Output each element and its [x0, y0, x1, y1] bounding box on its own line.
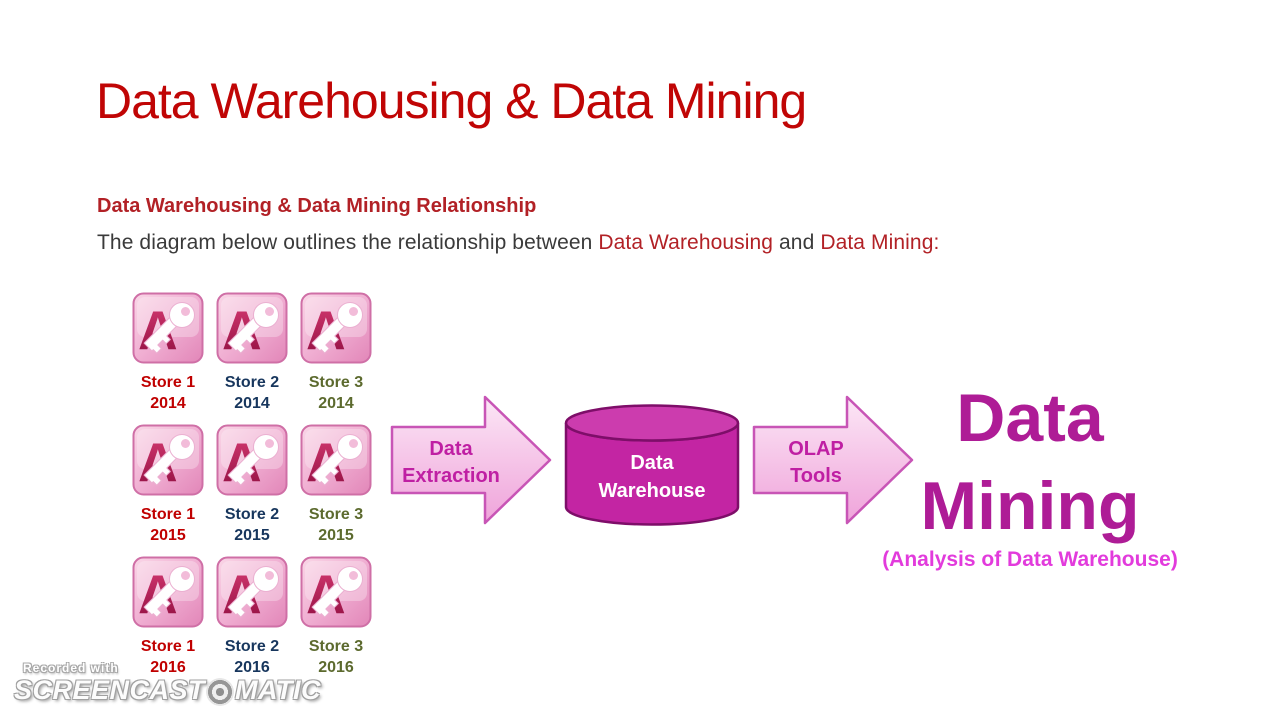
recorded-with-label: Recorded with — [23, 661, 119, 675]
result-line1: Data — [956, 380, 1104, 456]
data-extraction-arrow-icon: Data Extraction — [390, 395, 552, 525]
store-year-label: 2014 — [318, 395, 354, 412]
store-name-label: Store 2 — [224, 506, 280, 523]
store-name-label: Store 3 — [308, 638, 364, 655]
access-database-icon — [300, 556, 372, 628]
result-caption: (Analysis of Data Warehouse) — [882, 548, 1178, 571]
store-cell: Store 1 2015 — [126, 424, 210, 546]
store-year-label: 2016 — [318, 659, 354, 676]
store-cell: Store 1 2016 — [126, 556, 210, 678]
access-database-icon — [300, 292, 372, 364]
result-line2: Mining — [920, 468, 1140, 544]
store-name-label: Store 2 — [224, 374, 280, 391]
olap-label-line2: Tools — [790, 465, 842, 487]
store-cell: Store 1 2014 — [126, 292, 210, 414]
screencast-o-matic-watermark: Recorded with SCREENCAST MATIC — [14, 661, 321, 706]
page-title: Data Warehousing & Data Mining — [96, 73, 807, 129]
extraction-label-line2: Extraction — [402, 465, 500, 487]
store-year-label: 2015 — [318, 527, 354, 544]
brand-right-text: MATIC — [235, 675, 322, 705]
store-year-label: 2015 — [150, 527, 186, 544]
store-year-label: 2015 — [234, 527, 270, 544]
store-name-label: Store 2 — [224, 638, 280, 655]
olap-tools-arrow-icon: OLAP Tools — [752, 395, 914, 525]
extraction-label-line1: Data — [429, 438, 473, 460]
store-year-label: 2016 — [150, 659, 186, 676]
warehouse-label-line2: Warehouse — [598, 480, 705, 502]
store-cell: Store 3 2014 — [294, 292, 378, 414]
access-database-icon — [216, 556, 288, 628]
store-year-label: 2016 — [234, 659, 270, 676]
database-cylinder-icon: Data Warehouse — [564, 404, 740, 526]
access-database-icon — [132, 424, 204, 496]
store-year-label: 2014 — [234, 395, 270, 412]
section-heading: Data Warehousing & Data Mining Relations… — [97, 195, 537, 217]
store-name-label: Store 3 — [308, 374, 364, 391]
data-mining-result: Data Mining — [880, 374, 1180, 550]
intro-term-mining: Data Mining — [820, 231, 934, 254]
brand-left-text: SCREENCAST — [14, 675, 206, 705]
warehouse-label-line1: Data — [630, 452, 674, 474]
intro-term-warehousing: Data Warehousing — [598, 231, 774, 254]
olap-label-line1: OLAP — [788, 438, 844, 460]
store-name-label: Store 1 — [140, 638, 196, 655]
store-year-label: 2014 — [150, 395, 186, 412]
store-name-label: Store 1 — [140, 506, 196, 523]
store-cell: Store 3 2015 — [294, 424, 378, 546]
access-database-icon — [132, 556, 204, 628]
access-database-icon — [216, 292, 288, 364]
store-grid: Store 1 2014 Store 2 2014 Store 3 2014 S… — [126, 292, 378, 678]
store-cell: Store 2 2014 — [210, 292, 294, 414]
intro-text-mid: and — [773, 231, 821, 254]
store-cell: Store 2 2015 — [210, 424, 294, 546]
intro-paragraph: The diagram below outlines the relations… — [97, 231, 939, 255]
store-name-label: Store 3 — [308, 506, 364, 523]
screencast-o-ring-icon — [206, 677, 235, 706]
access-database-icon — [300, 424, 372, 496]
screencast-o-matic-logo: SCREENCAST MATIC — [14, 675, 321, 706]
intro-text-pre: The diagram below outlines the relations… — [97, 231, 599, 254]
access-database-icon — [132, 292, 204, 364]
store-cell: Store 3 2016 — [294, 556, 378, 678]
store-cell: Store 2 2016 — [210, 556, 294, 678]
access-database-icon — [216, 424, 288, 496]
intro-text-end: : — [933, 231, 940, 254]
store-name-label: Store 1 — [140, 374, 196, 391]
